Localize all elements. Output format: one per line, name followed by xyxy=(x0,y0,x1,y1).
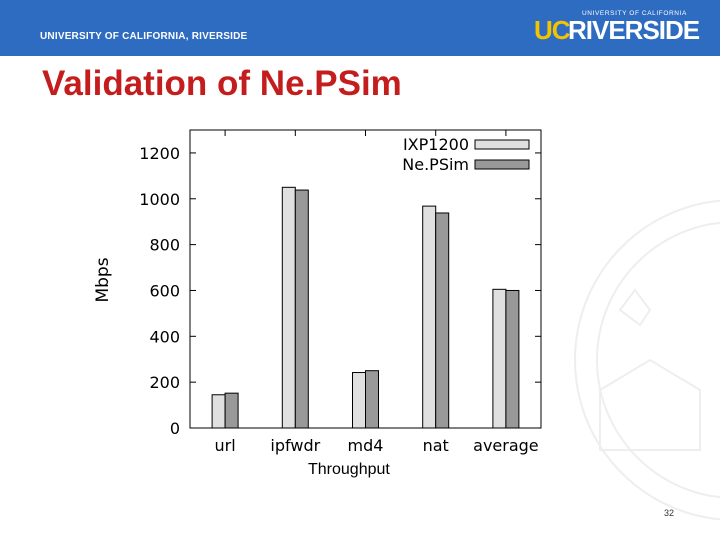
bar-nat-Ne.PSim xyxy=(435,212,450,429)
bar-ipfwdr-Ne.PSim xyxy=(294,189,309,429)
legend-label-IXP1200: IXP1200 xyxy=(403,135,469,154)
ucr-logo: UNIVERSITY OF CALIFORNIA UC RIVERSIDE xyxy=(534,10,700,46)
bar-average-IXP1200 xyxy=(492,288,507,429)
bar-url-Ne.PSim xyxy=(224,392,239,429)
y-axis-label: Mbps xyxy=(93,257,113,302)
legend-swatch-Ne.PSim xyxy=(474,159,530,170)
slide-title: Validation of Ne.PSim xyxy=(42,64,402,103)
x-tick-label-nat: nat xyxy=(423,436,449,455)
page-number: 32 xyxy=(664,508,675,518)
logo-riverside: RIVERSIDE xyxy=(568,15,700,45)
legend-swatch-IXP1200 xyxy=(474,139,530,150)
logo-university-text: UNIVERSITY OF CALIFORNIA xyxy=(582,10,687,17)
x-tick-label-ipfwdr: ipfwdr xyxy=(270,436,320,455)
bar-md4-IXP1200 xyxy=(352,372,366,429)
x-tick-label-average: average xyxy=(473,436,539,455)
y-tick-label: 200 xyxy=(149,373,180,392)
y-tick-label: 0 xyxy=(170,419,180,438)
x-tick-label-url: url xyxy=(215,436,236,455)
header-bar: UNIVERSITY OF CALIFORNIA, RIVERSIDE UNIV… xyxy=(0,0,720,56)
bar-ipfwdr-IXP1200 xyxy=(281,186,296,429)
chart-caption: Throughput xyxy=(308,461,390,478)
y-tick-label: 600 xyxy=(149,281,180,300)
bar-average-Ne.PSim xyxy=(505,289,520,429)
throughput-chart: Mbps 0 200 400 600 800 1000 1200 url ipfwdr md4 na… xyxy=(93,129,542,455)
y-tick-label: 800 xyxy=(149,236,180,255)
bar-nat-IXP1200 xyxy=(422,205,437,429)
logo-uc: UC xyxy=(534,15,571,45)
x-tick-label-md4: md4 xyxy=(348,436,384,455)
bar-url-IXP1200 xyxy=(211,394,226,429)
bar-md4-Ne.PSim xyxy=(365,370,379,429)
legend-label-Ne.PSim: Ne.PSim xyxy=(402,155,469,174)
university-name: UNIVERSITY OF CALIFORNIA, RIVERSIDE xyxy=(40,31,248,42)
y-tick-label: 1200 xyxy=(139,144,180,163)
y-tick-label: 1000 xyxy=(139,190,180,209)
seal-watermark-icon xyxy=(574,199,720,521)
y-tick-label: 400 xyxy=(149,327,180,346)
